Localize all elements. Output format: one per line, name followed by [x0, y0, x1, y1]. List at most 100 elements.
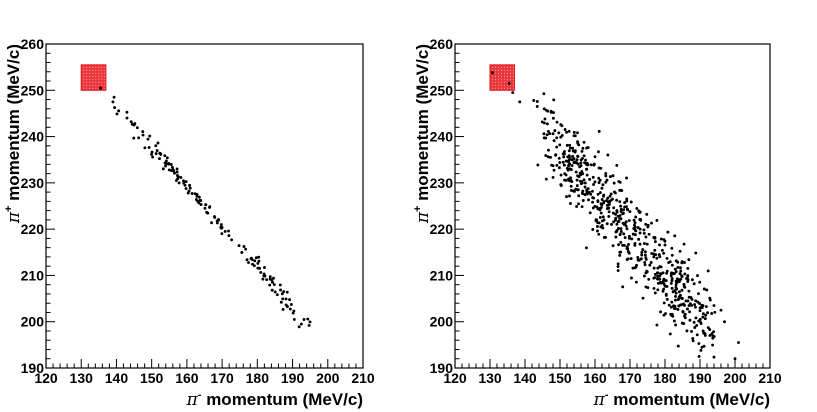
- right-data-point: [611, 211, 615, 215]
- right-data-point: [699, 322, 703, 325]
- right-box-texture: [498, 66, 499, 68]
- left-data-point: [150, 152, 153, 156]
- right-data-point: [576, 162, 580, 166]
- right-box-texture: [507, 87, 508, 89]
- right-data-point: [655, 218, 659, 222]
- right-data-point: [648, 263, 652, 267]
- right-data-point: [647, 277, 651, 281]
- left-data-point: [254, 256, 258, 260]
- right-data-point: [604, 174, 608, 178]
- right-data-point: [690, 297, 694, 301]
- right-data-point: [553, 129, 557, 133]
- right-data-point: [703, 317, 707, 321]
- right-data-point: [700, 303, 704, 307]
- left-y-tick-label: 260: [21, 36, 45, 52]
- left-data-point: [161, 167, 165, 171]
- right-data-point: [656, 277, 660, 281]
- right-data-point: [658, 243, 661, 247]
- right-data-point: [680, 261, 684, 265]
- right-data-point: [542, 107, 546, 111]
- right-data-point: [644, 235, 648, 239]
- left-data-point: [141, 133, 145, 137]
- right-data-point: [676, 307, 680, 311]
- right-y-tick-label: 220: [430, 221, 454, 237]
- right-data-point: [582, 178, 586, 182]
- right-data-point: [705, 288, 709, 292]
- right-data-point: [670, 253, 674, 257]
- right-data-point: [592, 196, 596, 200]
- left-y-tick-label: 250: [21, 82, 45, 98]
- right-data-point: [674, 291, 678, 295]
- right-data-point: [583, 181, 587, 185]
- right-data-point: [682, 242, 686, 246]
- right-y-tick-label: 200: [430, 314, 454, 330]
- left-data-point: [183, 183, 187, 187]
- right-data-point: [638, 231, 642, 235]
- right-data-point: [683, 261, 686, 264]
- right-data-point: [723, 320, 726, 324]
- left-box-texture: [92, 84, 94, 86]
- right-data-point: [559, 173, 563, 177]
- right-box-texture: [507, 84, 508, 86]
- left-box-texture: [89, 84, 91, 86]
- right-x-tick-label: 150: [548, 370, 572, 386]
- left-data-point: [199, 203, 203, 207]
- right-data-point: [666, 230, 670, 234]
- left-data-point: [125, 116, 129, 120]
- right-data-point: [653, 248, 657, 252]
- right-data-point: [615, 163, 619, 167]
- right-data-point: [659, 272, 663, 276]
- right-data-point: [631, 266, 635, 270]
- right-data-point: [641, 296, 645, 300]
- right-data-point: [600, 203, 604, 207]
- right-data-point: [576, 188, 580, 192]
- left-data-point: [288, 298, 291, 302]
- left-data-point: [179, 175, 183, 179]
- right-data-point: [544, 177, 548, 181]
- right-data-point: [687, 304, 691, 308]
- left-data-point: [251, 262, 254, 266]
- right-box-texture: [504, 84, 505, 86]
- left-box-texture: [95, 66, 97, 68]
- right-box-texture: [501, 78, 502, 80]
- right-data-point: [688, 310, 691, 314]
- right-data-point: [567, 167, 571, 171]
- right-data-point: [628, 210, 632, 214]
- right-data-point: [622, 208, 626, 212]
- left-box-texture: [95, 72, 97, 74]
- right-box-texture: [507, 69, 508, 71]
- left-y-tick-label: 220: [21, 221, 45, 237]
- right-data-point: [691, 336, 695, 340]
- left-box-texture: [86, 87, 88, 89]
- left-data-point: [210, 221, 213, 225]
- right-data-point: [670, 246, 674, 250]
- right-data-point: [626, 247, 630, 251]
- left-box-texture: [83, 81, 85, 83]
- right-box-texture: [513, 78, 514, 80]
- right-data-point: [615, 198, 619, 202]
- left-data-point: [270, 288, 274, 292]
- left-box-texture: [95, 78, 97, 80]
- left-box-texture: [83, 78, 85, 80]
- left-selection-box: [80, 64, 107, 91]
- right-data-point: [588, 190, 591, 194]
- left-data-point: [204, 203, 208, 207]
- right-data-point: [659, 237, 663, 241]
- left-data-point: [237, 244, 241, 248]
- right-data-point: [575, 205, 579, 208]
- right-data-point: [552, 111, 556, 114]
- left-data-point: [173, 171, 176, 175]
- left-y-tick-label: 200: [21, 314, 45, 330]
- right-data-point: [601, 215, 605, 219]
- right-data-point: [604, 172, 608, 175]
- left-data-point: [193, 192, 197, 196]
- right-data-point: [552, 98, 556, 102]
- right-data-point: [708, 333, 712, 337]
- left-y-axis-text: momentum (MeV/c): [4, 44, 23, 206]
- left-data-point: [154, 144, 158, 148]
- left-box-texture: [101, 75, 103, 77]
- right-data-point: [592, 183, 596, 186]
- right-data-point: [570, 164, 574, 168]
- right-data-point: [619, 207, 623, 211]
